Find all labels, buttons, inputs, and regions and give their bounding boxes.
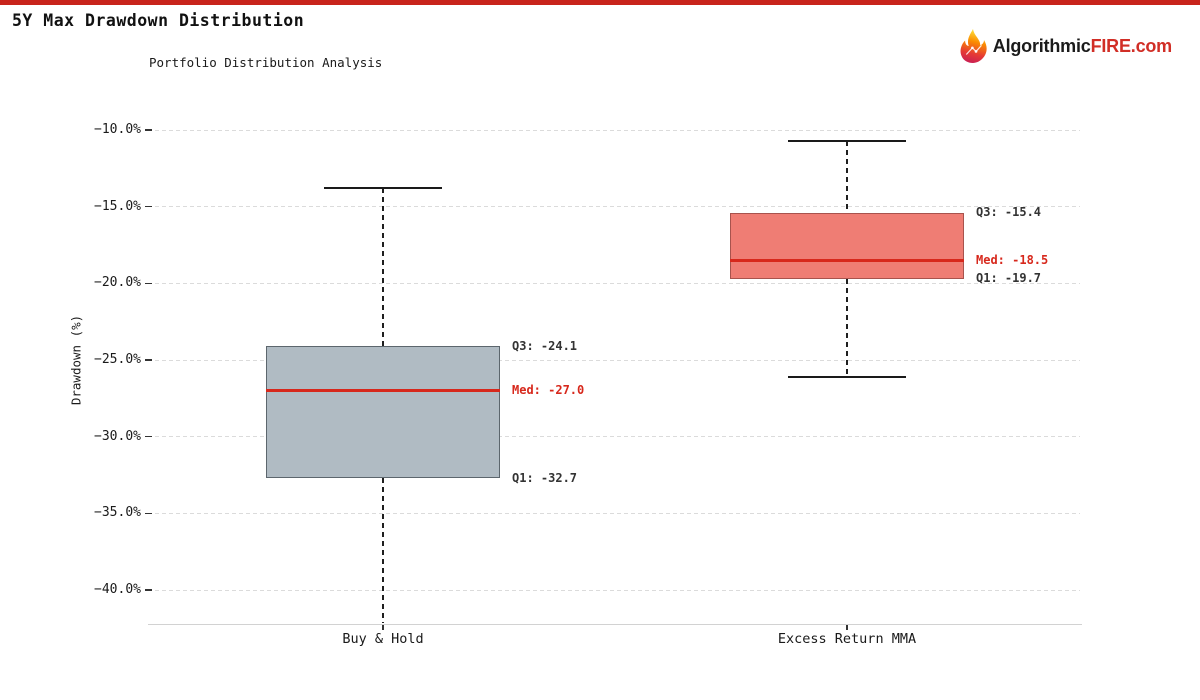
y-gridline [155, 282, 1080, 284]
whisker-lower-cap [788, 375, 906, 378]
annotation-q1: Q1: -19.7 [976, 271, 1042, 286]
y-tick-label: −25.0% [94, 352, 141, 367]
y-tick-label: −20.0% [94, 275, 141, 291]
x-tick-mark [846, 624, 848, 630]
y-tick-label: −35.0% [94, 505, 141, 521]
flame-icon [957, 29, 989, 63]
x-axis-line [148, 623, 1082, 625]
y-tick-mark [145, 435, 152, 438]
logo-text: AlgorithmicFIRE.com [993, 36, 1172, 57]
annotation-q3: Q3: -24.1 [512, 338, 578, 353]
y-tick-label: −30.0% [94, 428, 141, 444]
top-accent-bar [0, 0, 1200, 5]
logo-text-dark: Algorithmic [992, 35, 1091, 56]
whisker-upper-cap [324, 187, 442, 190]
y-gridline [155, 206, 1080, 208]
y-gridline [155, 512, 1080, 514]
whisker-lower-line [846, 278, 848, 377]
box-buy-and-hold [266, 346, 500, 479]
median-line [730, 258, 964, 262]
whisker-upper-line [846, 140, 848, 213]
whisker-upper-cap [788, 139, 906, 142]
y-tick-mark [145, 359, 152, 361]
y-tick-mark [145, 512, 152, 515]
y-tick-label: −15.0% [94, 198, 141, 214]
x-tick-mark [382, 624, 384, 630]
y-tick-mark [145, 589, 152, 591]
whisker-lower-line [382, 478, 384, 624]
y-tick-mark [145, 282, 152, 285]
x-category-label: Buy & Hold [342, 631, 424, 647]
y-tick-label: −10.0% [94, 122, 141, 137]
page-title: 5Y Max Drawdown Distribution [12, 11, 305, 30]
y-gridline [155, 129, 1080, 131]
y-gridline [155, 359, 1080, 361]
logo-text-red: FIRE.com [1090, 35, 1173, 56]
y-gridline [155, 589, 1080, 591]
site-logo: AlgorithmicFIRE.com [957, 29, 1172, 63]
y-tick-label: −40.0% [94, 582, 141, 597]
y-tick-mark [145, 129, 152, 131]
annotation-q1: Q1: -32.7 [512, 470, 578, 485]
y-tick-mark [145, 205, 152, 208]
annotation-median: Med: -27.0 [512, 383, 585, 398]
y-gridline [155, 436, 1080, 438]
box-excess-return-mma [730, 212, 964, 279]
whisker-upper-line [382, 188, 384, 347]
median-line [266, 389, 500, 393]
x-category-label: Excess Return MMA [777, 631, 917, 647]
annotation-q3: Q3: -15.4 [976, 205, 1042, 220]
chart-subtitle: Portfolio Distribution Analysis [149, 55, 383, 70]
annotation-median: Med: -18.5 [976, 252, 1049, 267]
